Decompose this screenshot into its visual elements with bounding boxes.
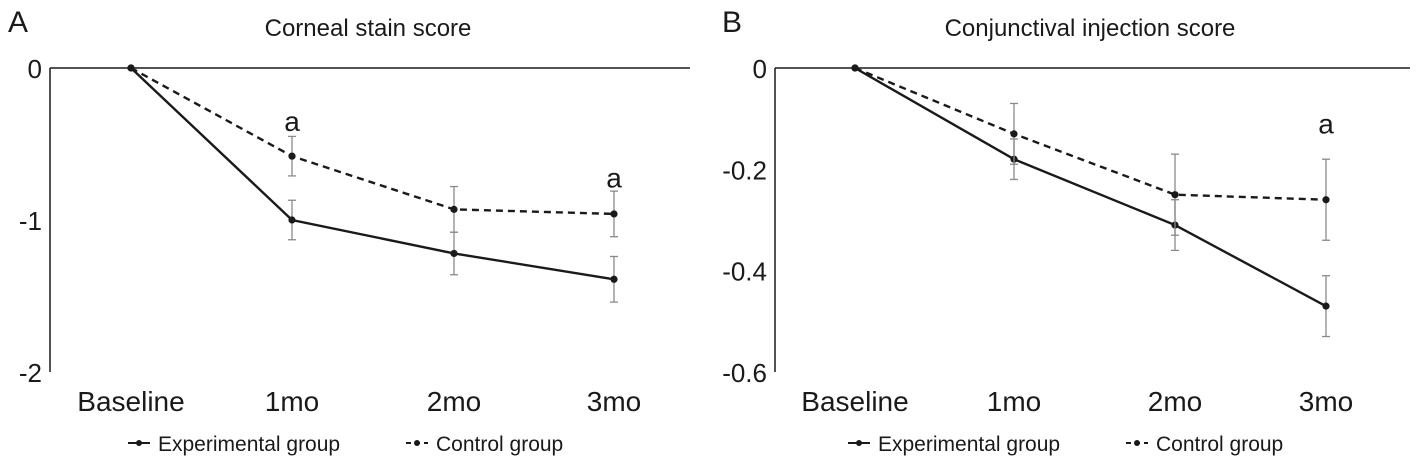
data-point (450, 205, 458, 213)
x-category-label: Baseline (801, 386, 908, 417)
legend-marker (136, 440, 142, 446)
x-category-label: 2mo (427, 386, 481, 417)
x-category-label: Baseline (77, 386, 184, 417)
legend-marker (1134, 440, 1140, 446)
data-point (127, 64, 135, 72)
legend-label: Control group (1156, 433, 1283, 456)
y-tick-label: -0.4 (722, 257, 767, 287)
significance-annotation: a (1318, 109, 1334, 140)
chart-title: Corneal stain score (265, 15, 472, 42)
y-tick-label: -2 (19, 358, 42, 388)
data-point (1171, 191, 1179, 199)
series-line-experimental (854, 66, 1327, 308)
chart-panel-a: A Corneal stain score 0 -1 -2 Baseline 1mo 2mo 3… (8, 6, 690, 456)
y-tick-label: 0 (753, 54, 767, 84)
legend-marker (856, 440, 862, 446)
data-point (1322, 302, 1330, 310)
data-point (288, 216, 296, 224)
y-tick-label: -0.6 (722, 358, 767, 388)
legend-marker (414, 440, 420, 446)
panel-letter: B (722, 6, 742, 39)
data-point (1010, 130, 1018, 138)
chart-panel-b: B Conjunctival injection score 0 -0.2 -0.4 -0… (722, 6, 1410, 456)
y-tick-label: -1 (19, 206, 42, 236)
series-line-experimental (130, 67, 615, 281)
series-line-control (854, 66, 1327, 201)
panel-letter: A (8, 6, 28, 39)
x-category-label: 1mo (987, 386, 1041, 417)
y-tick-label: 0 (28, 54, 42, 84)
legend-label: Experimental group (878, 433, 1060, 456)
data-point (851, 64, 859, 72)
data-point (1322, 196, 1330, 204)
legend-label: Control group (436, 433, 563, 456)
series-line-control (130, 66, 615, 216)
data-point (288, 152, 296, 160)
legend-label: Experimental group (158, 433, 340, 456)
significance-annotation: a (284, 106, 300, 137)
x-category-label: 1mo (265, 386, 319, 417)
y-tick-label: -0.2 (722, 155, 767, 185)
chart-title: Conjunctival injection score (945, 15, 1236, 42)
data-point (450, 249, 458, 258)
data-point (610, 275, 618, 283)
significance-annotation: a (606, 162, 622, 193)
x-category-label: 3mo (587, 386, 641, 417)
data-point (610, 210, 618, 218)
x-category-label: 3mo (1299, 386, 1353, 417)
x-category-label: 2mo (1148, 386, 1202, 417)
